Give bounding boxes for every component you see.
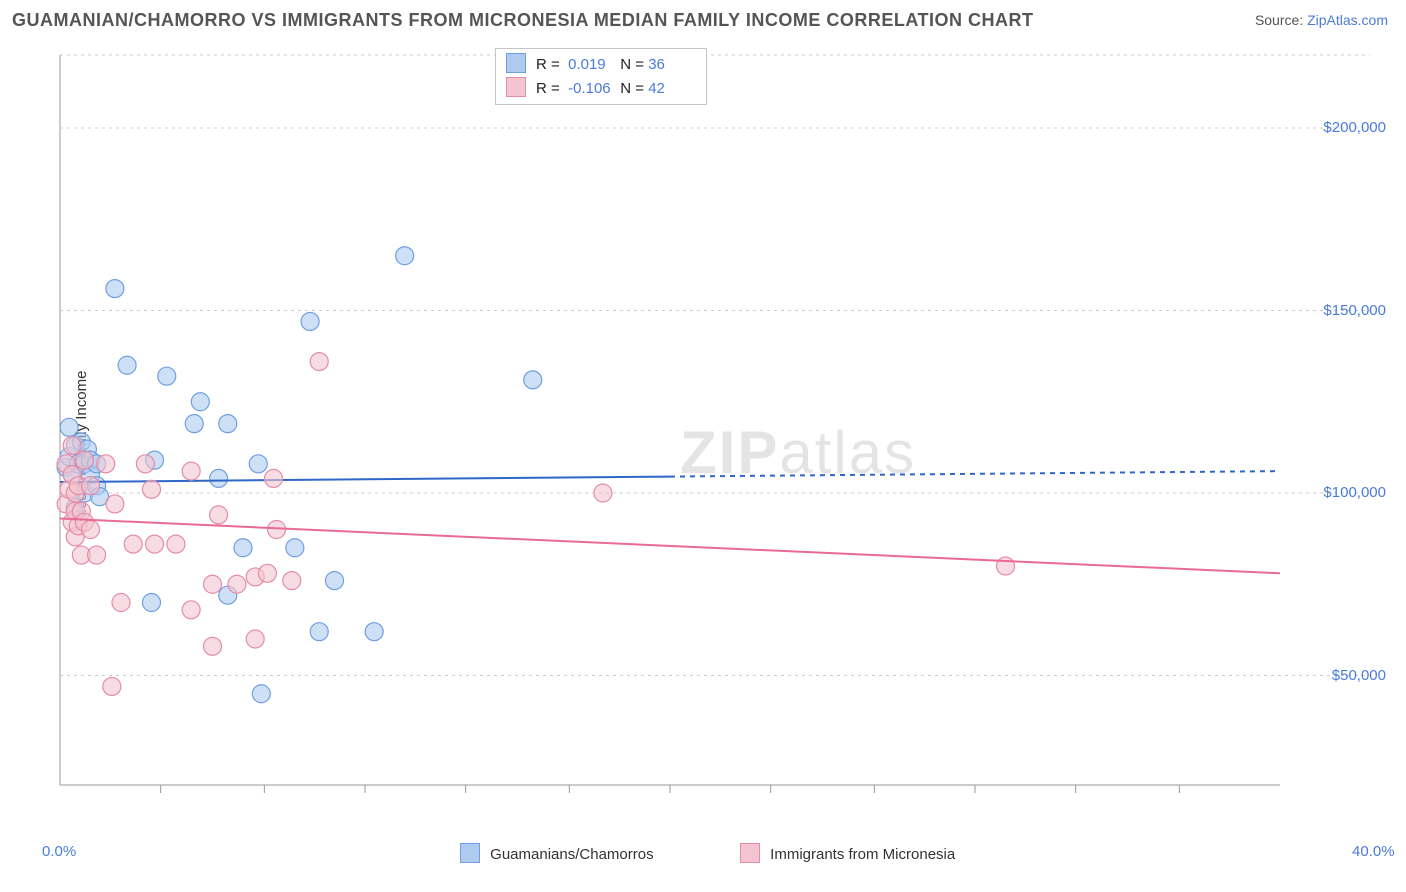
- x-axis-label-max: 40.0%: [1352, 843, 1395, 860]
- series-label-2: Immigrants from Micronesia: [770, 846, 955, 863]
- series-legend-1: Guamanians/Chamorros: [460, 843, 654, 863]
- series-swatch-1: [460, 843, 480, 863]
- y-axis-tick-label: $50,000: [1296, 667, 1386, 684]
- chart-title: GUAMANIAN/CHAMORRO VS IMMIGRANTS FROM MI…: [12, 10, 1034, 31]
- series-legend-2: Immigrants from Micronesia: [740, 843, 955, 863]
- x-axis-label-min: 0.0%: [42, 843, 76, 860]
- series-label-1: Guamanians/Chamorros: [490, 846, 653, 863]
- y-axis-tick-label: $100,000: [1296, 484, 1386, 501]
- y-axis-tick-label: $200,000: [1296, 119, 1386, 136]
- series-swatch-2: [740, 843, 760, 863]
- source-label: Source:: [1255, 12, 1307, 28]
- stats-legend: R = 0.019 N = 36R = -0.106 N = 42: [495, 48, 707, 105]
- source-credit: Source: ZipAtlas.com: [1255, 12, 1388, 28]
- chart-area: [50, 45, 1390, 825]
- source-link[interactable]: ZipAtlas.com: [1307, 12, 1388, 28]
- y-axis-tick-label: $150,000: [1296, 302, 1386, 319]
- chart-svg: [50, 45, 1390, 825]
